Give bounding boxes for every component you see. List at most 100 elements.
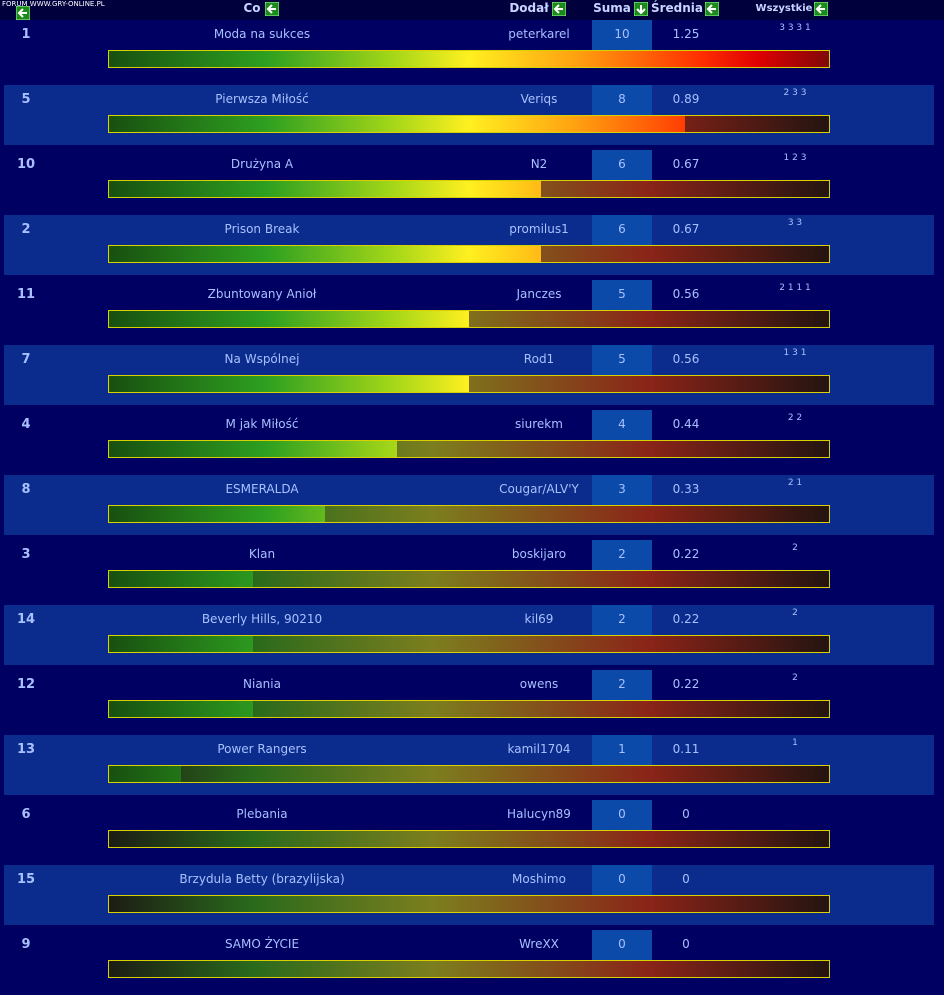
average: 1.25: [672, 27, 700, 41]
table-row: 1 Moda na sukces peterkarel 10 1.25 3 3 3 1: [0, 20, 944, 85]
title: Na Wspólnej: [224, 352, 300, 366]
title: Niania: [243, 677, 281, 691]
user: kamil1704: [507, 742, 571, 756]
user: peterkarel: [508, 27, 570, 41]
sum: 5: [618, 352, 626, 366]
bar-gradient: [109, 116, 685, 132]
rank: 5: [21, 92, 31, 107]
title: Moda na sukces: [213, 27, 311, 41]
sort-icon[interactable]: [814, 2, 828, 16]
rank: 15: [16, 872, 36, 887]
column-header[interactable]: Średnia: [650, 1, 704, 15]
title: M jak Miłość: [225, 417, 299, 431]
average: 0.22: [672, 612, 700, 626]
table-row: 3 Klan boskijaro 2 0.22 2: [0, 540, 944, 605]
rank: 4: [21, 417, 31, 432]
table-row: 11 Zbuntowany Anioł Janczes 5 0.56 2 1 1 1: [0, 280, 944, 345]
rank: 13: [16, 742, 36, 757]
sum: 0: [618, 872, 626, 886]
bar-gradient: [109, 376, 469, 392]
bar-track: [108, 310, 830, 328]
bar-gradient: [109, 506, 325, 522]
user: Halucyn89: [507, 807, 571, 821]
sort-icon[interactable]: [705, 2, 719, 16]
bar-track: [108, 830, 830, 848]
sort-icon[interactable]: [265, 2, 279, 16]
bar-track: [108, 895, 830, 913]
title: Klan: [248, 547, 276, 561]
bar-track: [108, 570, 830, 588]
average: 0.33: [672, 482, 700, 496]
average: 0.56: [672, 287, 700, 301]
bar-track: [108, 375, 830, 393]
sum: 10: [614, 27, 630, 41]
sort-icon[interactable]: [16, 6, 30, 20]
bar-gradient: [109, 181, 541, 197]
rank: 3: [21, 547, 31, 562]
user: WreXX: [519, 937, 559, 951]
sum: 5: [618, 287, 626, 301]
votes: 1: [792, 738, 798, 748]
bar-track: [108, 700, 830, 718]
rank: 9: [21, 937, 31, 952]
column-header[interactable]: Wszystkie: [755, 3, 813, 14]
column-header[interactable]: Dodał: [509, 1, 549, 15]
title: SAMO ŻYCIE: [224, 937, 300, 951]
average: 0.44: [672, 417, 700, 431]
bar: [109, 636, 253, 652]
bar-gradient: [109, 571, 253, 587]
bar-track: [108, 635, 830, 653]
user: Moshimo: [512, 872, 566, 886]
sum: 3: [618, 482, 626, 496]
title: Pierwsza Miłość: [215, 92, 309, 106]
bar-gradient: [109, 441, 397, 457]
bar-track: [108, 440, 830, 458]
title: Zbuntowany Anioł: [207, 287, 317, 301]
title: ESMERALDA: [225, 482, 299, 496]
average: 0: [682, 807, 690, 821]
user: promilus1: [509, 222, 569, 236]
column-header[interactable]: Co: [243, 1, 261, 15]
bar-track: [108, 960, 830, 978]
sum: 2: [618, 612, 626, 626]
bar: [109, 766, 181, 782]
average: 0.22: [672, 677, 700, 691]
bar-gradient: [109, 636, 253, 652]
table-row: 2 Prison Break promilus1 6 0.67 3 3: [4, 215, 934, 275]
rank: 12: [16, 677, 36, 692]
sum: 6: [618, 157, 626, 171]
sort-icon[interactable]: [634, 2, 648, 16]
sum: 6: [618, 222, 626, 236]
user: N2: [530, 157, 548, 171]
average: 0.22: [672, 547, 700, 561]
table-row: 6 Plebania Halucyn89 0 0: [0, 800, 944, 865]
table-row: 12 Niania owens 2 0.22 2: [0, 670, 944, 735]
rank: 11: [16, 287, 36, 302]
rank: 7: [21, 352, 31, 367]
bar: [109, 701, 253, 717]
table-row: 10 Drużyna A N2 6 0.67 1 2 3: [0, 150, 944, 215]
table-row: 5 Pierwsza Miłość Veriqs 8 0.89 2 3 3: [4, 85, 934, 145]
bar-gradient: [109, 311, 469, 327]
bar-gradient: [109, 701, 253, 717]
title: Beverly Hills, 90210: [201, 612, 323, 626]
votes: 2 3 3: [783, 88, 807, 98]
votes: 2 2: [787, 413, 803, 423]
bar: [109, 246, 541, 262]
bar: [109, 571, 253, 587]
average: 0.11: [672, 742, 700, 756]
bar: [109, 51, 829, 67]
votes: 2 1 1 1: [779, 283, 811, 293]
title: Prison Break: [224, 222, 300, 236]
table-row: 7 Na Wspólnej Rod1 5 0.56 1 3 1: [4, 345, 934, 405]
sort-icon[interactable]: [552, 2, 566, 16]
user: Cougar/ALV'Y: [499, 482, 579, 496]
bar-gradient: [109, 246, 541, 262]
votes: 3 3: [787, 218, 803, 228]
bar: [109, 116, 685, 132]
average: 0.67: [672, 157, 700, 171]
average: 0.56: [672, 352, 700, 366]
column-header[interactable]: Suma: [593, 1, 631, 15]
bar-track: [108, 180, 830, 198]
